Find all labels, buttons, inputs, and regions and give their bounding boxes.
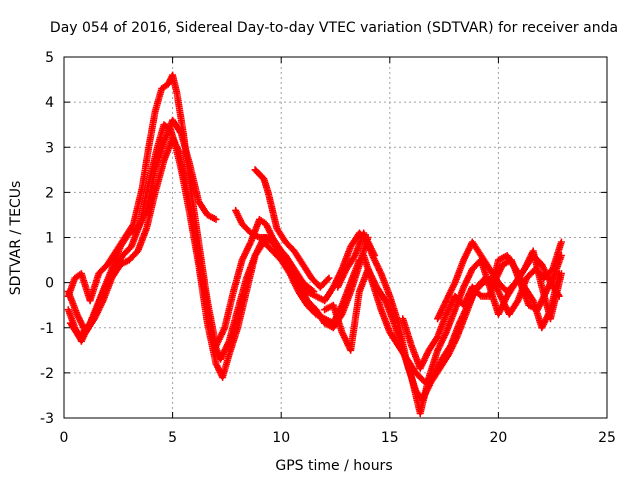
x-tick-label: 0 — [60, 430, 69, 446]
data-point — [176, 128, 184, 136]
data-point — [557, 252, 565, 259]
series-track-9 — [399, 252, 563, 372]
data-point — [355, 256, 363, 264]
y-axis-label: SDTVAR / TECUs — [8, 181, 24, 296]
series-track-6 — [232, 206, 318, 296]
y-tick-label: 5 — [45, 50, 54, 66]
data-point — [555, 292, 563, 300]
series-track-4 — [67, 116, 220, 341]
y-tick-label: -2 — [40, 366, 54, 382]
data-point — [212, 215, 220, 223]
y-tick-label: 1 — [45, 231, 54, 247]
y-tick-label: -3 — [40, 411, 54, 427]
series-track-3 — [64, 134, 363, 363]
data-point — [557, 238, 565, 246]
data-point — [310, 288, 318, 296]
y-tick-label: 4 — [45, 95, 54, 111]
series-track-5 — [251, 166, 333, 291]
x-axis-label: GPS time / hours — [275, 458, 392, 474]
data-point — [557, 270, 565, 278]
x-tick-label: 5 — [168, 430, 177, 446]
data-point — [324, 275, 332, 283]
data-markers — [64, 71, 565, 417]
y-tick-label: 2 — [45, 185, 54, 201]
x-tick-label: 10 — [272, 430, 290, 446]
data-point — [554, 291, 562, 299]
x-tick-label: 25 — [598, 430, 616, 446]
y-tick-label: -1 — [40, 321, 54, 337]
x-tick-label: 20 — [489, 430, 507, 446]
y-tick-label: 3 — [45, 140, 54, 156]
chart-title: Day 054 of 2016, Sidereal Day-to-day VTE… — [50, 20, 618, 36]
plot-frame — [63, 56, 608, 419]
data-point — [528, 295, 536, 303]
y-tick-label: 0 — [45, 276, 54, 292]
data-point — [308, 287, 316, 294]
x-tick-label: 15 — [381, 430, 399, 446]
axis-ticks: 0 5 10 15 20 25 -3 -2 -1 0 1 2 3 4 5 — [40, 50, 616, 446]
series-track-11 — [434, 238, 563, 323]
data-point — [325, 274, 333, 282]
